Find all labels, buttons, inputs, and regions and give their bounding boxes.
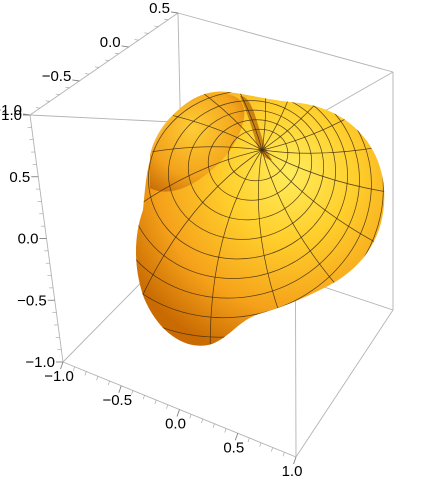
mesh-meridian — [261, 149, 385, 287]
x-axis-tick-label: 1.0 — [282, 463, 303, 480]
mesh-parallel — [187, 109, 313, 221]
x-axis-tick — [118, 385, 122, 393]
y-axis-tick-label: 0.0 — [100, 34, 121, 51]
mesh-meridian — [135, 91, 263, 151]
x-axis-tick — [96, 376, 99, 381]
x-axis-tick — [259, 442, 262, 447]
y-axis-tick — [144, 32, 149, 34]
mesh-meridian — [261, 91, 315, 151]
x-axis-tick-label: −1.0 — [44, 368, 74, 385]
x-axis-tick — [176, 409, 180, 417]
x-axis-tick — [247, 437, 250, 443]
x-axis-tick — [271, 447, 273, 452]
mesh-parallel — [167, 100, 325, 240]
mesh-parallel — [207, 119, 301, 201]
mesh-parallel — [135, 91, 348, 279]
y-axis-tick — [55, 93, 60, 95]
mesh-parallel — [148, 91, 336, 260]
box-edge — [177, 12, 394, 73]
mesh-parallel — [135, 91, 360, 299]
z-axis-tick-label: −0.5 — [17, 292, 47, 309]
mesh-meridian — [135, 91, 263, 151]
y-axis-tick-label: 0.5 — [149, 0, 170, 17]
x-axis-tick — [166, 404, 169, 409]
y-axis-tick — [22, 113, 31, 116]
y-axis-tick — [65, 86, 70, 89]
x-axis-tick-label: 0.0 — [165, 416, 186, 433]
surface-crease — [240, 96, 272, 160]
y-axis-tick — [154, 25, 159, 27]
mesh-meridian — [261, 91, 385, 151]
y-axis-tick — [121, 45, 129, 48]
box-edge — [29, 12, 179, 116]
x-axis-tick — [154, 399, 157, 405]
surface — [135, 91, 385, 346]
y-axis-tick — [170, 11, 179, 14]
x-axis-tick — [224, 428, 227, 433]
y-axis-tick — [134, 39, 139, 41]
y-axis-tick — [35, 107, 40, 109]
x-axis-tick — [189, 414, 192, 419]
x-axis-tick — [60, 361, 64, 370]
x-axis-tick — [72, 366, 75, 371]
y-axis-tick — [104, 59, 109, 61]
mesh-meridian — [261, 100, 385, 154]
y-axis-tick — [72, 79, 80, 82]
x-axis-tick — [84, 371, 87, 376]
mesh-meridian — [209, 91, 266, 151]
y-axis-tick — [85, 73, 90, 75]
mesh-meridian — [135, 149, 263, 346]
mesh-meridian — [135, 149, 263, 289]
y-axis-tick — [45, 100, 50, 102]
box-edge — [295, 309, 394, 458]
x-axis-tick — [142, 395, 145, 400]
mesh-meridian — [258, 149, 315, 346]
y-axis-tick-label: −0.5 — [42, 68, 72, 85]
mesh-parallel — [135, 91, 372, 319]
z-axis-tick-label: 0.0 — [18, 231, 39, 248]
x-axis-tick — [293, 456, 297, 465]
mesh-meridian — [209, 149, 263, 346]
y-axis-tick — [114, 52, 119, 55]
z-axis-tick-label: 1.0 — [1, 107, 22, 124]
y-axis-tick-label: −1.0 — [0, 102, 22, 119]
y-axis-tick — [95, 66, 100, 68]
x-axis-tick — [107, 380, 110, 386]
x-axis-tick-label: 0.5 — [223, 439, 244, 456]
mesh-meridian — [261, 149, 385, 199]
x-axis-tick — [201, 418, 204, 424]
y-axis-tick — [164, 18, 169, 21]
z-axis-tick-label: 0.5 — [9, 169, 30, 186]
x-axis-tick — [212, 423, 215, 428]
x-axis-tick — [282, 452, 285, 457]
axis-ticks — [22, 11, 297, 465]
x-axis-tick — [131, 390, 134, 395]
x-axis-tick — [234, 433, 239, 441]
x-axis-tick-label: −0.5 — [102, 392, 132, 409]
z-axis-tick-label: −1.0 — [25, 354, 55, 371]
axis-tick-labels: 1.00.50.0−0.5−1.0−1.0−0.50.00.51.0−1.0−0… — [0, 0, 302, 480]
mesh-parallel — [227, 128, 289, 182]
